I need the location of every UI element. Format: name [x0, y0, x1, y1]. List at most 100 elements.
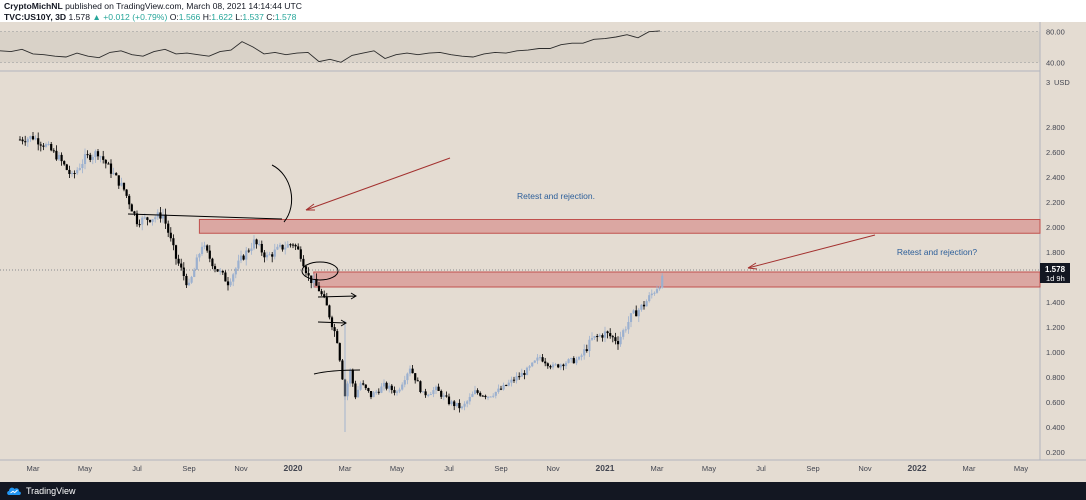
candle-body — [468, 396, 471, 402]
candle-body — [484, 395, 487, 398]
candle-body — [505, 384, 508, 386]
candle-body — [499, 388, 503, 390]
chart-header: CryptoMichNL published on TradingView.co… — [0, 0, 1086, 22]
candle-body — [130, 204, 133, 212]
candle-body — [479, 392, 482, 396]
candle-body — [167, 223, 170, 233]
candle-body — [489, 396, 492, 398]
symbol-label[interactable]: TVC:US10Y, 3D — [4, 12, 67, 22]
price-change: ▲ +0.012 (+0.79%) — [92, 12, 168, 22]
candle-body — [206, 245, 209, 251]
candles-layer — [18, 132, 664, 432]
candle-body — [614, 337, 617, 342]
open-value: 1.566 — [178, 12, 201, 22]
candle-body — [177, 258, 180, 264]
hand-arrow-curve[interactable] — [271, 164, 293, 223]
arrow-upper-shaft[interactable] — [305, 157, 451, 211]
candle-body — [252, 239, 256, 249]
candle-body — [653, 292, 656, 294]
candle-body — [627, 322, 630, 330]
candle-body — [382, 382, 386, 387]
candle-body — [557, 364, 560, 368]
price-tick-label: 0.400 — [1046, 423, 1065, 432]
candle-body — [107, 163, 110, 165]
candle-body — [203, 245, 206, 247]
candle-body — [528, 366, 531, 368]
candle-body — [37, 138, 40, 145]
candle-body — [518, 376, 521, 378]
candle-body — [559, 364, 562, 368]
ohlc-line: TVC:US10Y, 3D 1.578 ▲ +0.012 (+0.79%) O:… — [4, 12, 296, 22]
candle-body — [47, 144, 50, 146]
candle-body — [52, 150, 55, 152]
price-tick-label: 2.800 — [1046, 123, 1065, 132]
drawings-layer — [0, 157, 1040, 375]
candle-body — [408, 368, 412, 374]
candle-body — [460, 406, 464, 409]
candle-body — [601, 335, 604, 338]
candle-body — [533, 360, 536, 363]
candle-body — [510, 379, 513, 383]
candle-body — [172, 238, 175, 246]
candle-body — [642, 304, 646, 307]
candle-body — [497, 388, 500, 392]
candle-body — [190, 276, 193, 283]
candle-body — [546, 363, 549, 367]
candle-body — [112, 173, 115, 175]
candle-body — [471, 394, 474, 397]
candle-body — [102, 156, 105, 160]
candle-body — [538, 357, 542, 359]
candle-body — [68, 169, 71, 175]
candle-body — [99, 156, 102, 158]
candle-body — [208, 250, 211, 259]
hand-line-support[interactable] — [127, 213, 283, 220]
candle-body — [109, 163, 113, 174]
candle-body — [616, 341, 620, 345]
arrow-lower-shaft[interactable] — [747, 234, 876, 269]
price-tick-label: 1.200 — [1046, 323, 1065, 332]
annotation-upper[interactable]: Retest and rejection. — [517, 191, 595, 201]
candle-body — [564, 362, 568, 367]
candle-body — [164, 214, 167, 224]
hand-arrow-1[interactable] — [317, 292, 357, 300]
price-tick-label: 1.400 — [1046, 298, 1065, 307]
candle-body — [525, 367, 529, 376]
candle-body — [349, 369, 352, 384]
author-name[interactable]: CryptoMichNL — [4, 1, 63, 11]
hand-line-bottom[interactable] — [313, 369, 361, 375]
tradingview-logo[interactable]: TradingView — [6, 485, 76, 496]
candle-body — [229, 281, 232, 286]
candle-body — [622, 330, 625, 337]
candle-body — [434, 386, 438, 391]
candle-body — [286, 244, 289, 248]
candle-body — [390, 385, 393, 391]
annotation-lower[interactable]: Retest and rejection? — [897, 247, 978, 257]
candle-body — [271, 254, 274, 257]
candle-body — [463, 403, 466, 407]
candle-body — [481, 395, 484, 397]
hand-arrow-2[interactable] — [317, 319, 347, 327]
candle-body — [655, 289, 659, 293]
candle-body — [39, 144, 42, 146]
candle-body — [466, 401, 469, 404]
time-axis[interactable]: Mar May Jul Sep Nov 2020 Mar May Jul Sep Nov 2021 Ma… — [27, 463, 1029, 473]
chart-svg[interactable]: 80.00 40.00 Retest and rejection. Retest … — [0, 22, 1086, 482]
candle-body — [658, 287, 661, 290]
chart-area[interactable]: 80.00 40.00 Retest and rejection. Retest … — [0, 22, 1086, 482]
candle-body — [323, 294, 326, 298]
candle-body — [198, 253, 201, 258]
high-label: H: — [202, 12, 212, 22]
footer-bar: TradingView — [0, 482, 1086, 500]
candle-body — [315, 278, 318, 286]
time-tick-label: 2021 — [596, 463, 615, 473]
candle-body — [83, 154, 87, 165]
candle-body — [125, 189, 128, 196]
candle-body — [302, 258, 305, 267]
hand-circle[interactable] — [301, 261, 339, 281]
candle-body — [596, 336, 599, 338]
candle-body — [661, 275, 664, 288]
time-tick-label: Sep — [494, 464, 507, 473]
candle-body — [536, 357, 539, 361]
arrow-upper-head — [305, 203, 315, 211]
candle-body — [55, 150, 58, 160]
